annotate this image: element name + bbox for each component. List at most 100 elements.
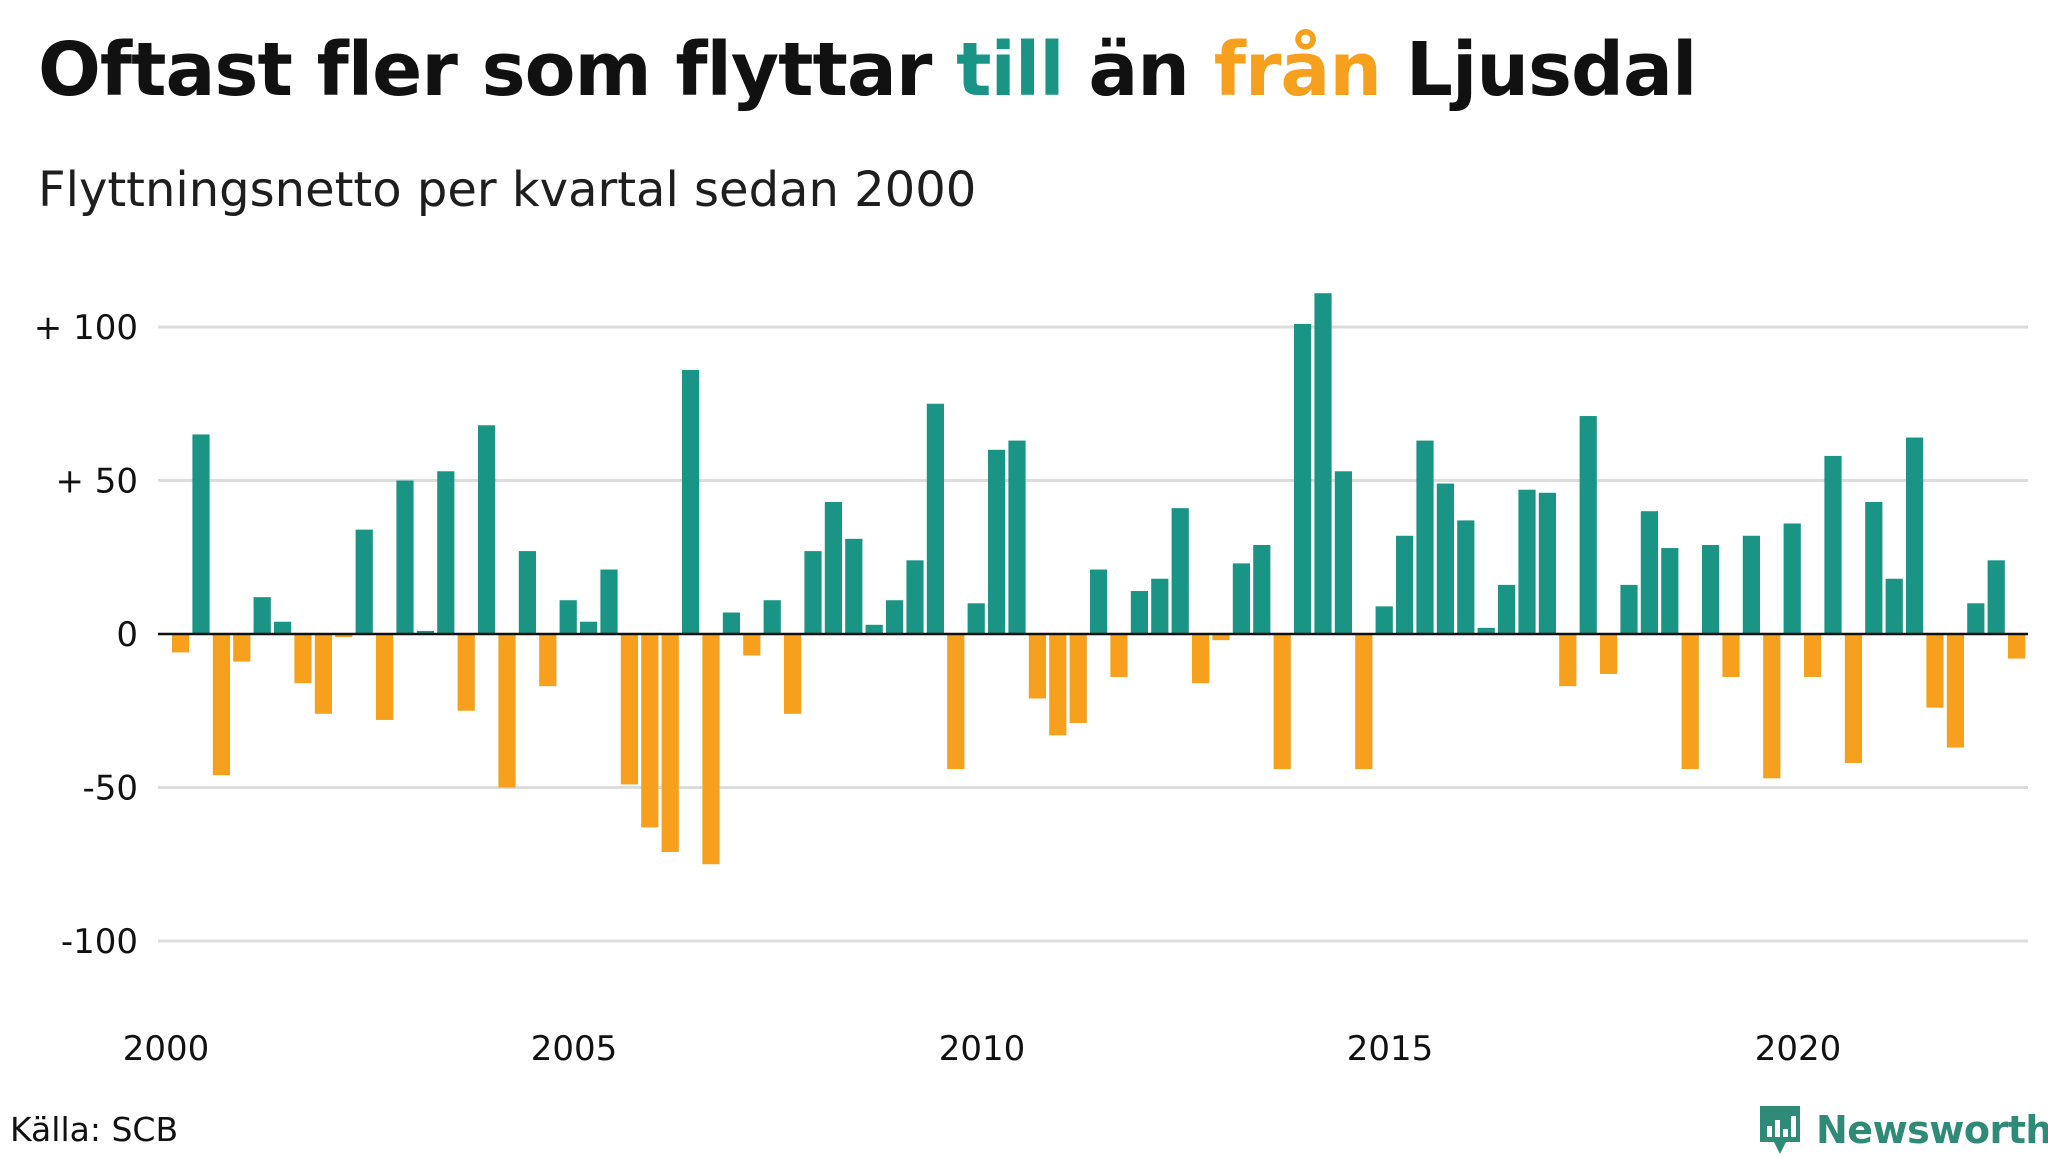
bar: [559, 600, 577, 634]
bar: [457, 634, 475, 711]
bar: [804, 551, 822, 634]
x-tick-label: 2010: [939, 1029, 1026, 1069]
bar: [1334, 471, 1352, 634]
y-tick-label: + 100: [34, 308, 138, 348]
bar: [1640, 511, 1658, 634]
bar: [1110, 634, 1128, 677]
bar: [1783, 523, 1801, 634]
bar: [1008, 440, 1026, 634]
source-note: Källa: SCB: [10, 1110, 179, 1149]
bar: [1844, 634, 1862, 763]
bar: [1375, 606, 1393, 634]
y-tick-label: -100: [61, 922, 138, 962]
bar: [274, 621, 292, 634]
bar: [1355, 634, 1373, 770]
bar: [1742, 535, 1760, 634]
bar: [1273, 634, 1291, 770]
bar: [1436, 483, 1454, 634]
brand-name: Newsworthy: [1816, 1108, 2048, 1152]
bar: [335, 634, 353, 638]
bar: [702, 634, 720, 865]
bar: [1804, 634, 1822, 677]
bar: [641, 634, 659, 828]
bar: [1518, 489, 1536, 634]
y-tick-label: + 50: [55, 462, 138, 502]
title-part-2: än: [1063, 27, 1214, 113]
bar: [1069, 634, 1087, 724]
title-till-word: till: [956, 27, 1064, 113]
bar: [539, 634, 557, 687]
newsworthy-logo: Newsworthy: [1756, 1102, 2048, 1158]
bar: [1028, 634, 1046, 699]
bar: [1151, 578, 1169, 634]
bar: [1477, 627, 1495, 634]
bar: [1681, 634, 1699, 770]
bar: [1600, 634, 1618, 674]
chart-title: Oftast fler som flyttar till än från Lju…: [38, 20, 1698, 120]
grid-lines: [158, 325, 2028, 943]
x-tick-label: 2000: [123, 1029, 210, 1069]
x-tick-label: 2020: [1755, 1029, 1842, 1069]
bar: [478, 425, 496, 634]
bar: [661, 634, 679, 852]
bar: [580, 621, 598, 634]
bar: [253, 597, 271, 634]
newsworthy-chart-icon: [1760, 1106, 1800, 1154]
x-axis-labels: 2000 2005 2010 2015 2020: [123, 1029, 1842, 1069]
bar: [600, 569, 618, 634]
bar: [1967, 603, 1985, 634]
bar: [1661, 548, 1679, 634]
bar: [518, 551, 536, 634]
title-part-3: Ljusdal: [1381, 27, 1698, 113]
bar: [1885, 578, 1903, 634]
bar: [682, 369, 700, 634]
bar: [1946, 634, 1964, 748]
bar: [437, 471, 455, 634]
bar: [1416, 440, 1434, 634]
bar: [1130, 591, 1148, 634]
x-tick-label: 2005: [531, 1029, 618, 1069]
bar: [865, 624, 883, 634]
bar: [1906, 437, 1924, 634]
bar: [1314, 293, 1332, 634]
bar: [1722, 634, 1740, 677]
bar: [1396, 535, 1414, 634]
bar: [1926, 634, 1944, 708]
bar: [498, 634, 516, 788]
bar: [743, 634, 761, 656]
bar: [396, 480, 414, 634]
bar: [294, 634, 312, 684]
y-tick-label: 0: [116, 615, 138, 655]
bar: [1253, 544, 1271, 634]
bar: [172, 634, 190, 653]
bar: [192, 434, 210, 634]
bar: [1171, 508, 1189, 634]
bar: [355, 529, 373, 634]
title-fran-word: från: [1213, 27, 1382, 113]
bar: [1620, 584, 1638, 634]
chart-subtitle: Flyttningsnetto per kvartal sedan 2000: [38, 162, 977, 218]
bar: [416, 630, 434, 634]
bar: [1702, 544, 1720, 634]
bar: [376, 634, 394, 720]
y-axis-labels: + 100 + 50 0 -50 -100: [34, 308, 138, 962]
bar: [620, 634, 638, 785]
bar: [1192, 634, 1210, 684]
bar: [722, 612, 740, 634]
bar: [967, 603, 985, 634]
bar: [1090, 569, 1108, 634]
bar: [947, 634, 965, 770]
bar: [906, 560, 924, 634]
bar: [314, 634, 332, 714]
bar: [988, 449, 1006, 634]
bars: [172, 293, 2026, 865]
bar: [763, 600, 781, 634]
bar: [233, 634, 251, 662]
bar: [1457, 520, 1475, 634]
bar: [1212, 634, 1230, 641]
y-tick-label: -50: [82, 769, 138, 809]
bar: [1824, 455, 1842, 634]
bar: [1865, 501, 1883, 634]
bar: [1579, 416, 1597, 634]
